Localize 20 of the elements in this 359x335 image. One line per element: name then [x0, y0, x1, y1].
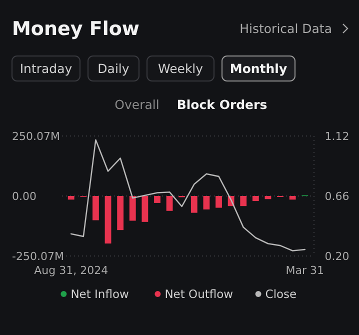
x-tick-label: Mar 31: [286, 264, 324, 277]
y2-tick-label: 1.12: [324, 130, 350, 143]
y2-tick-label: 0.20: [324, 250, 350, 263]
text: Historical Data: [240, 21, 332, 36]
line-series: [70, 139, 306, 252]
y-tick-label: 250.07M: [12, 130, 60, 143]
legend-label: Close: [265, 287, 297, 301]
y-tick-label: -250.07M: [12, 250, 64, 263]
x-tick-label: Aug 31, 2024: [34, 264, 108, 277]
text: Intraday: [20, 61, 73, 76]
chart-title: Money Flow: [12, 18, 140, 40]
text: Daily: [98, 61, 130, 76]
text: Overall: [114, 97, 160, 112]
legend-label: Net Inflow: [70, 287, 129, 301]
y-tick-label: 0.00: [12, 190, 36, 203]
text: Weekly: [158, 61, 204, 76]
text: Monthly: [230, 61, 288, 76]
y2-tick-label: 0.66: [324, 190, 350, 203]
legend-label: Net Outflow: [164, 287, 234, 301]
text: Block Orders: [176, 97, 268, 112]
